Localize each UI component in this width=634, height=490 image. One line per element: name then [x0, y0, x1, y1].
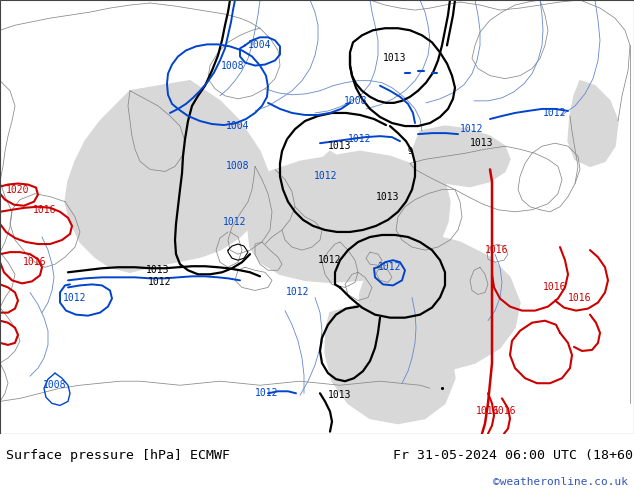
Text: 1004: 1004: [226, 121, 250, 131]
Text: Fr 31-05-2024 06:00 UTC (18+60): Fr 31-05-2024 06:00 UTC (18+60): [393, 448, 634, 462]
Text: 1012: 1012: [223, 217, 247, 227]
Text: 1008: 1008: [43, 380, 67, 390]
Text: 1004: 1004: [249, 40, 272, 50]
Text: 1016: 1016: [568, 293, 592, 302]
Text: 1012: 1012: [348, 134, 372, 144]
Text: 1012: 1012: [286, 288, 310, 297]
Text: Surface pressure [hPa] ECMWF: Surface pressure [hPa] ECMWF: [6, 448, 230, 462]
Text: 1008: 1008: [344, 96, 368, 106]
Text: 1012: 1012: [148, 277, 172, 287]
Text: 1016: 1016: [493, 407, 517, 416]
Text: 1012: 1012: [256, 388, 279, 398]
Text: 1016: 1016: [33, 205, 57, 215]
Text: 1020: 1020: [6, 185, 30, 195]
Text: 1012: 1012: [460, 124, 484, 134]
Text: 1016: 1016: [543, 282, 567, 293]
Text: 1012: 1012: [378, 262, 402, 272]
Polygon shape: [65, 81, 270, 272]
Text: 1008: 1008: [221, 61, 245, 71]
Polygon shape: [285, 151, 360, 272]
Text: 1016: 1016: [485, 245, 508, 255]
Text: 1016: 1016: [23, 257, 47, 267]
Polygon shape: [325, 302, 455, 423]
Text: 1013: 1013: [383, 53, 407, 64]
Polygon shape: [358, 232, 520, 371]
Text: 1013: 1013: [376, 192, 400, 202]
Text: 1013: 1013: [328, 391, 352, 400]
Text: 1013: 1013: [328, 141, 352, 151]
Text: 1012: 1012: [314, 172, 338, 181]
Text: 1016: 1016: [476, 407, 500, 416]
Text: 9: 9: [408, 147, 413, 156]
Text: 1012: 1012: [63, 293, 87, 302]
Text: 1012: 1012: [543, 108, 567, 118]
Text: 1013: 1013: [146, 265, 170, 275]
Text: 1013: 1013: [470, 138, 494, 148]
Polygon shape: [248, 151, 450, 282]
Text: 1008: 1008: [226, 161, 250, 172]
Polygon shape: [568, 81, 618, 167]
Text: ©weatheronline.co.uk: ©weatheronline.co.uk: [493, 477, 628, 487]
Text: 1012: 1012: [318, 255, 342, 265]
Polygon shape: [412, 126, 510, 187]
